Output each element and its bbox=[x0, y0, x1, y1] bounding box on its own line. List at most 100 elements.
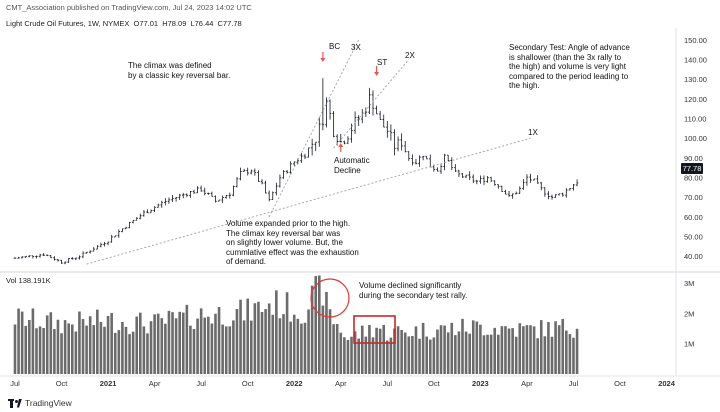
volume-bar bbox=[146, 333, 149, 374]
volume-header: Vol 138.191K bbox=[6, 276, 51, 285]
annotation-line: of demand. bbox=[226, 257, 267, 266]
volume-bar bbox=[242, 320, 246, 374]
volume-bar bbox=[568, 334, 572, 374]
volume-bar bbox=[81, 319, 85, 374]
volume-bar bbox=[525, 325, 529, 374]
price-tick-label: 70.00 bbox=[684, 193, 703, 202]
volume-bar bbox=[504, 326, 507, 374]
volume-label: Vol bbox=[6, 276, 17, 285]
price-tick-label: 110.00 bbox=[684, 115, 706, 124]
volume-bar bbox=[536, 338, 539, 374]
volume-bar bbox=[389, 337, 393, 374]
low-value: L76.44 bbox=[190, 19, 214, 28]
volume-bar bbox=[461, 318, 464, 374]
volume-bar bbox=[253, 303, 257, 374]
volume-bar bbox=[368, 325, 371, 374]
time-tick-label: Apr bbox=[335, 379, 347, 388]
time-tick-label: Jul bbox=[569, 379, 579, 388]
volume-bar bbox=[224, 326, 228, 374]
volume-bar bbox=[421, 322, 425, 374]
volume-bar bbox=[407, 336, 411, 374]
volume-bar bbox=[350, 336, 353, 374]
volume-bar bbox=[45, 315, 49, 374]
volume-bar bbox=[160, 318, 164, 374]
label-bc: BC bbox=[329, 42, 341, 51]
volume-bar bbox=[174, 318, 178, 374]
automatic-decline-arrow-head bbox=[338, 143, 344, 147]
volume-bar bbox=[192, 329, 196, 374]
volume-bar bbox=[24, 325, 28, 374]
volume-bar bbox=[554, 321, 557, 374]
volume-bar bbox=[303, 322, 307, 374]
volume-bar bbox=[196, 318, 199, 374]
volume-bar bbox=[561, 318, 565, 374]
volume-bar bbox=[446, 332, 450, 374]
volume-bar bbox=[181, 312, 185, 374]
volume-bar bbox=[386, 340, 389, 374]
volume-bar bbox=[38, 326, 42, 374]
volume-bar bbox=[70, 324, 74, 374]
volume-bar bbox=[149, 321, 153, 374]
volume-bar bbox=[310, 285, 314, 374]
volume-bar bbox=[278, 318, 282, 374]
volume-bar bbox=[314, 275, 318, 374]
volume-bar bbox=[500, 326, 504, 374]
annotation-line: the high. bbox=[509, 81, 540, 90]
price-tick-label: 120.00 bbox=[684, 95, 707, 104]
volume-bar bbox=[117, 330, 121, 374]
annotation-line: Automatic bbox=[334, 156, 370, 165]
volume-bar bbox=[493, 327, 497, 374]
symbol-name[interactable]: Light Crude Oil Futures, 1W, NYMEX bbox=[6, 19, 130, 28]
annotation-line: is shallower (than the 3x rally to bbox=[509, 52, 622, 62]
footer-brand[interactable]: TradingView bbox=[8, 398, 72, 408]
volume-bar bbox=[74, 331, 78, 374]
volume-bar bbox=[307, 309, 310, 374]
price-tick-label: 100.00 bbox=[684, 134, 707, 143]
volume-bar bbox=[282, 314, 285, 374]
volume-bar bbox=[518, 323, 522, 374]
time-tick-label: 2022 bbox=[286, 379, 303, 388]
volume-bar bbox=[185, 304, 189, 374]
last-price-badge: 77.78 bbox=[681, 163, 703, 174]
open-value: O77.01 bbox=[133, 19, 159, 28]
volume-tick-label: 2M bbox=[684, 309, 694, 318]
volume-bar bbox=[332, 324, 335, 374]
footer-brand-name: TradingView bbox=[25, 398, 72, 408]
volume-bar bbox=[106, 315, 110, 374]
time-tick-label: Jul bbox=[196, 379, 206, 388]
volume-bar bbox=[486, 334, 489, 374]
price-tick-label: 150.00 bbox=[684, 36, 707, 45]
publisher-header: CMT_Association published on TradingView… bbox=[6, 3, 252, 12]
volume-bar bbox=[271, 314, 275, 374]
volume-bar bbox=[53, 329, 56, 374]
volume-bar bbox=[353, 331, 357, 374]
annotation-automatic-decline: Automatic Decline bbox=[334, 156, 370, 175]
volume-bar bbox=[275, 290, 278, 374]
volume-climax-circle bbox=[310, 278, 350, 318]
annotation-line: Volume declined significantly bbox=[359, 281, 462, 290]
volume-bar bbox=[264, 309, 267, 374]
volume-bar bbox=[396, 326, 400, 374]
annotation-secondary-test: Secondary Test: Angle of advance is shal… bbox=[509, 43, 630, 91]
annotation-volume-declined: Volume declined significantly during the… bbox=[359, 281, 467, 300]
volume-bar bbox=[88, 316, 92, 374]
volume-bar bbox=[42, 327, 45, 374]
volume-bar bbox=[450, 322, 454, 374]
volume-bar bbox=[468, 333, 471, 374]
annotation-line: compared to the period leading to bbox=[509, 71, 629, 81]
tradingview-logo-icon bbox=[8, 398, 22, 408]
volume-bar bbox=[522, 326, 525, 374]
volume-bar bbox=[246, 298, 249, 374]
volume-bar bbox=[328, 309, 332, 374]
volume-bar bbox=[378, 328, 382, 374]
volume-bar bbox=[63, 320, 67, 374]
volume-bar bbox=[28, 319, 31, 374]
volume-bar bbox=[49, 312, 53, 374]
volume-bar bbox=[113, 332, 117, 374]
volume-bar bbox=[547, 322, 550, 374]
annotation-line: The climax was defined bbox=[128, 61, 212, 70]
close-value: C77.78 bbox=[217, 19, 242, 28]
volume-bar bbox=[339, 332, 343, 374]
volume-bar bbox=[464, 331, 468, 374]
